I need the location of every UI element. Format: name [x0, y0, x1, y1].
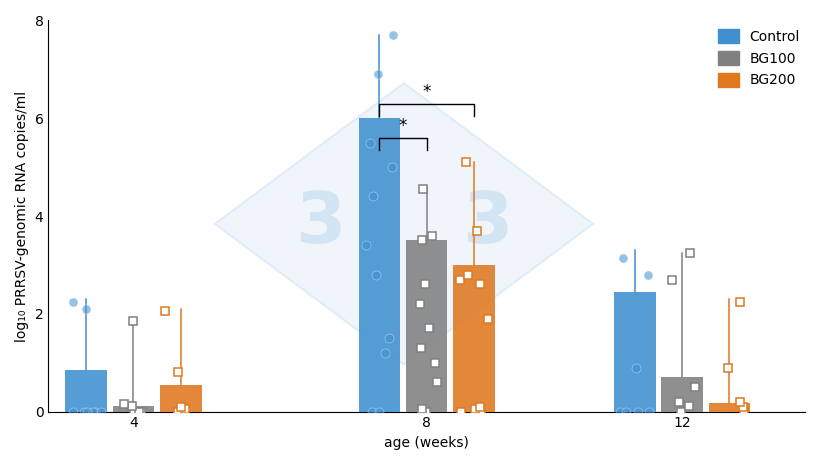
Text: 3: 3: [461, 189, 512, 259]
Bar: [66, 370, 106, 412]
Bar: [405, 240, 447, 412]
Text: *: *: [398, 117, 407, 135]
Bar: [613, 292, 654, 412]
Bar: [708, 403, 749, 412]
Text: 3: 3: [295, 189, 346, 259]
Bar: [112, 406, 154, 412]
Text: *: *: [422, 83, 430, 101]
Legend: Control, BG100, BG200: Control, BG100, BG200: [712, 24, 804, 93]
Bar: [160, 385, 201, 412]
Polygon shape: [215, 83, 592, 365]
Bar: [660, 378, 702, 412]
X-axis label: age (weeks): age (weeks): [384, 436, 468, 450]
Y-axis label: log₁₀ PRRSV-genomic RNA copies/ml: log₁₀ PRRSV-genomic RNA copies/ml: [15, 91, 29, 342]
Bar: [453, 265, 494, 412]
Bar: [358, 118, 400, 412]
